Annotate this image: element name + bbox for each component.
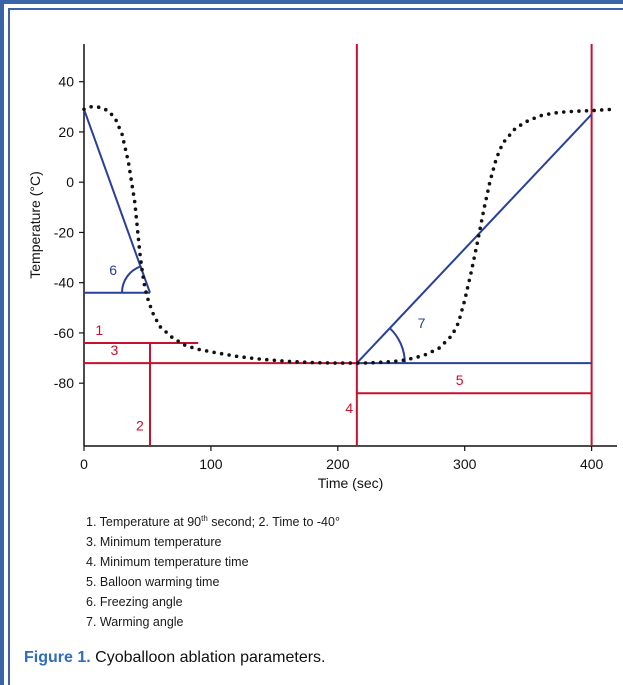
y-tick-label: 0 <box>66 174 74 190</box>
figure-label: Figure 1. <box>24 649 91 666</box>
annotation-label-4: 4 <box>345 400 353 416</box>
legend-item: 6. Freezing angle <box>86 592 340 612</box>
annotation-label-5: 5 <box>456 372 464 388</box>
x-tick-label: 0 <box>80 456 88 472</box>
freezing-angle-arc <box>120 265 141 293</box>
parameter-legend: 1. Temperature at 90th second; 2. Time t… <box>86 509 340 632</box>
legend-item: 3. Minimum temperature <box>86 532 340 552</box>
legend-item-text-cont: second; 2. Time to -40° <box>207 515 340 530</box>
y-tick-label: -80 <box>54 375 74 391</box>
y-tick-label: 20 <box>58 124 74 140</box>
annotation-line-9 <box>356 113 593 364</box>
legend-item-superscript: th <box>201 514 208 523</box>
figure-caption: Figure 1. Cyoballoon ablation parameters… <box>24 649 326 667</box>
annotation-label-3: 3 <box>111 342 119 358</box>
legend-item-text: 5. Balloon warming time <box>86 575 220 590</box>
legend-item-text: 6. Freezing angle <box>86 595 183 610</box>
legend-item: 5. Balloon warming time <box>86 572 340 592</box>
angle-label-7: 7 <box>418 315 426 331</box>
x-tick-label: 200 <box>326 456 350 472</box>
y-tick-label: -60 <box>54 325 74 341</box>
x-tick-label: 400 <box>580 456 604 472</box>
y-tick-label: 40 <box>58 74 74 90</box>
y-tick-label: -20 <box>54 224 74 240</box>
angle-label-6: 6 <box>109 262 117 278</box>
annotation-label-1: 1 <box>95 322 103 338</box>
frame-border-top-inner <box>8 8 623 10</box>
frame-border-left-inner <box>8 8 10 685</box>
legend-item-text: 3. Minimum temperature <box>86 535 222 550</box>
caption-text: Cyoballoon ablation parameters. <box>90 649 326 666</box>
x-tick-label: 100 <box>199 456 223 472</box>
legend-item: 4. Minimum temperature time <box>86 552 340 572</box>
legend-item: 1. Temperature at 90th second; 2. Time t… <box>86 509 340 532</box>
legend-item-text: 7. Warming angle <box>86 615 184 630</box>
frame-border-left <box>0 0 4 685</box>
annotation-label-2: 2 <box>136 417 144 433</box>
warming-angle-arc <box>389 327 406 364</box>
y-tick-label: -40 <box>54 275 74 291</box>
legend-item: 7. Warming angle <box>86 612 340 632</box>
frame-border-top <box>0 0 623 4</box>
y-axis-label: Temperature (°C) <box>27 171 43 279</box>
legend-item-text: 4. Minimum temperature time <box>86 555 249 570</box>
x-axis-label: Time (sec) <box>318 475 384 491</box>
legend-item-text: 1. Temperature at 90 <box>86 515 202 530</box>
annotation-line-8 <box>83 108 151 294</box>
x-tick-label: 300 <box>453 456 477 472</box>
temperature-curve <box>82 105 617 365</box>
